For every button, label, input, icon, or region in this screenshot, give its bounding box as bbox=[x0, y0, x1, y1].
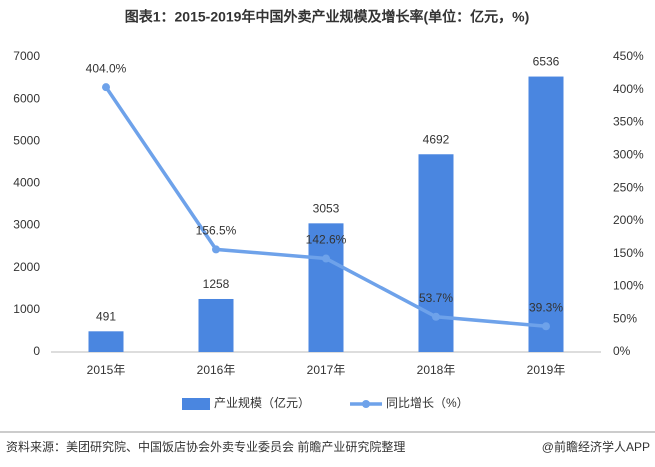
y2-tick-label: 100% bbox=[613, 279, 644, 293]
chart-title: 图表1：2015-2019年中国外卖产业规模及增长率(单位：亿元，%) bbox=[125, 9, 530, 25]
bar bbox=[198, 298, 234, 352]
x-tick-label: 2015年 bbox=[87, 363, 126, 377]
y2-tick-label: 250% bbox=[613, 180, 644, 194]
bar bbox=[528, 76, 564, 352]
y2-tick-label: 200% bbox=[613, 213, 644, 227]
line-point bbox=[212, 245, 220, 254]
y-tick-label: 1000 bbox=[13, 302, 40, 316]
y2-tick-label: 50% bbox=[613, 311, 637, 325]
y-tick-label: 0 bbox=[33, 344, 40, 358]
y-tick-label: 4000 bbox=[13, 176, 40, 190]
line-point bbox=[432, 312, 440, 321]
line-point bbox=[542, 322, 550, 331]
x-tick-label: 2016年 bbox=[197, 363, 236, 377]
bar-value-label: 3053 bbox=[313, 202, 340, 216]
line-value-label: 156.5% bbox=[196, 224, 237, 238]
y2-tick-label: 350% bbox=[613, 115, 644, 129]
y-tick-label: 2000 bbox=[13, 260, 40, 274]
bar-value-label: 6536 bbox=[533, 55, 560, 69]
source: 资料来源：美团研究院、中国饭店协会外卖专业委员会 前瞻产业研究院整理 bbox=[6, 439, 405, 454]
line-point bbox=[322, 254, 330, 263]
bar-value-label: 4692 bbox=[423, 132, 450, 146]
line-value-label: 53.7% bbox=[419, 291, 453, 305]
legend-marker bbox=[182, 398, 210, 410]
legend-label: 产业规模（亿元） bbox=[214, 395, 310, 410]
x-tick-label: 2019年 bbox=[527, 363, 566, 377]
y2-tick-label: 400% bbox=[613, 82, 644, 96]
bar bbox=[88, 331, 124, 352]
brand: @前瞻经济学人APP bbox=[542, 439, 650, 454]
y2-tick-label: 450% bbox=[613, 49, 644, 63]
line-point bbox=[102, 83, 110, 92]
bar-value-label: 491 bbox=[96, 309, 116, 323]
line-value-label: 142.6% bbox=[306, 233, 347, 247]
bar bbox=[308, 223, 344, 352]
y-tick-label: 6000 bbox=[13, 91, 40, 105]
y2-tick-label: 150% bbox=[613, 246, 644, 260]
x-tick-label: 2017年 bbox=[307, 363, 346, 377]
y-tick-label: 5000 bbox=[13, 133, 40, 147]
y-tick-label: 7000 bbox=[13, 49, 40, 63]
bar-value-label: 1258 bbox=[203, 277, 230, 291]
bar bbox=[418, 154, 454, 352]
y2-tick-label: 300% bbox=[613, 148, 644, 162]
y-tick-label: 3000 bbox=[13, 218, 40, 232]
legend-label: 同比增长（%） bbox=[386, 396, 469, 410]
line-value-label: 39.3% bbox=[529, 300, 563, 314]
x-tick-label: 2018年 bbox=[417, 363, 456, 377]
legend-marker bbox=[362, 400, 371, 408]
y2-tick-label: 0% bbox=[613, 344, 631, 358]
line-value-label: 404.0% bbox=[86, 61, 127, 75]
